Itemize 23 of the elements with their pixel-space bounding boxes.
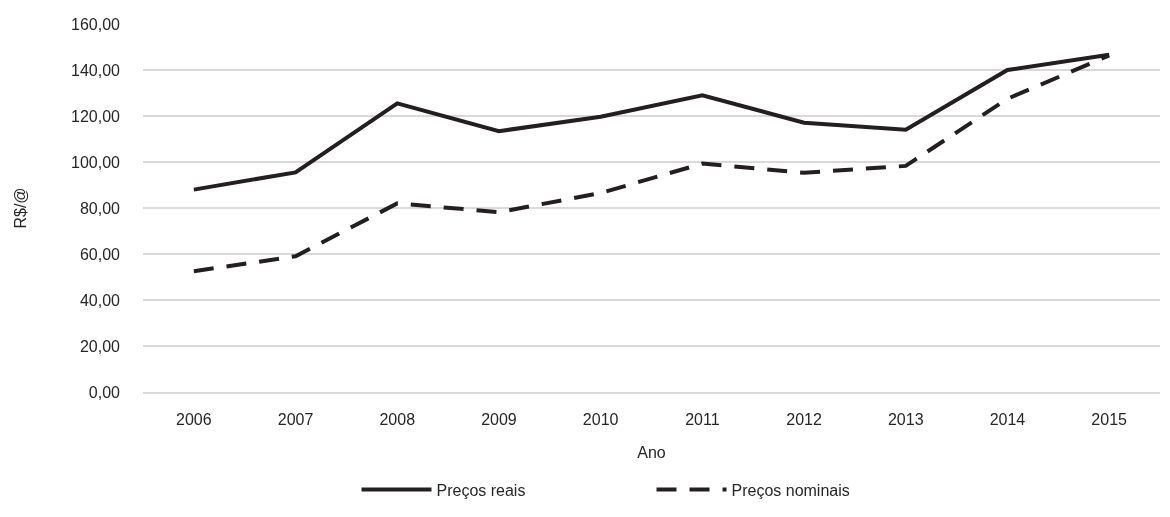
legend-label: Preços reais (436, 481, 526, 499)
y-tick-label: 120,00 (71, 107, 121, 125)
x-tick-label: 2006 (176, 410, 212, 428)
x-tick-label: 2009 (481, 410, 517, 428)
y-tick-label: 80,00 (79, 199, 121, 217)
x-tick-label: 2011 (685, 410, 720, 428)
y-tick-label: 140,00 (71, 61, 121, 79)
x-tick-label: 2007 (277, 410, 314, 428)
x-tick-label: 2010 (582, 410, 619, 428)
x-tick-label: 2014 (989, 410, 1026, 428)
x-tick-label: 2012 (786, 410, 822, 428)
y-tick-label: 100,00 (71, 153, 121, 171)
y-tick-label: 160,00 (71, 15, 121, 33)
y-axis-title: R$/@ (11, 187, 29, 229)
y-tick-label: 20,00 (79, 337, 121, 355)
x-tick-label: 2015 (1091, 410, 1128, 428)
x-tick-label: 2013 (887, 410, 924, 428)
y-tick-label: 60,00 (79, 245, 121, 263)
x-tick-label: 2008 (379, 410, 416, 428)
x-axis-title: Ano (637, 444, 666, 462)
y-tick-label: 0,00 (88, 383, 121, 401)
y-tick-label: 40,00 (79, 291, 121, 309)
legend-label: Preços nominais (731, 481, 850, 499)
